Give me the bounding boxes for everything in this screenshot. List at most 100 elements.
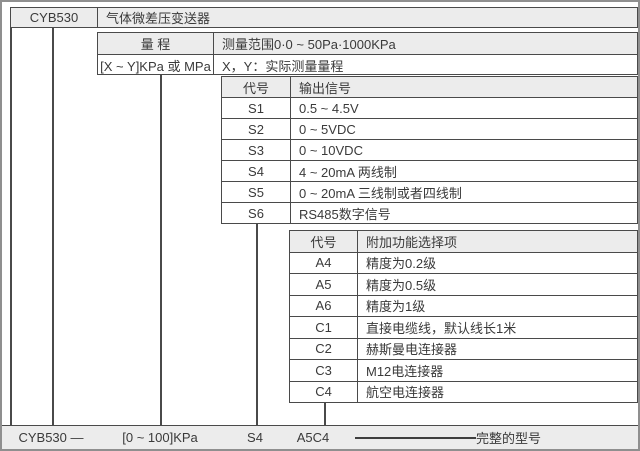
row-desc: M12电连接器: [366, 363, 444, 379]
desc-cell: M12电连接器: [358, 360, 637, 381]
model-header-row: CYB530 气体微差压变送器: [10, 7, 638, 28]
range-format-row: [X ~ Y]KPa 或 MPa X，Y：实际测量量程: [98, 55, 637, 75]
desc-cell: 4 ~ 20mA 两线制: [291, 161, 637, 181]
row-code: C3: [315, 362, 332, 378]
desc-cell: 精度为1级: [358, 296, 637, 317]
table-row: S1 0.5 ~ 4.5V: [222, 98, 637, 119]
code-cell: S2: [222, 119, 291, 139]
row-code: S1: [248, 100, 264, 116]
connector-line-model-left: [10, 28, 12, 425]
range-format-note-cell: X，Y：实际测量量程: [214, 55, 637, 75]
code-cell: S1: [222, 98, 291, 118]
table-row: S2 0 ~ 5VDC: [222, 119, 637, 140]
row-code: A5: [315, 276, 332, 292]
table-row: S5 0 ~ 20mA 三线制或者四线制: [222, 182, 637, 203]
row-desc: 航空电连接器: [366, 385, 445, 401]
table-row: A4 精度为0.2级: [290, 252, 637, 274]
code-cell: C3: [290, 360, 358, 381]
code-cell: A6: [290, 295, 358, 316]
range-label-cell: 量 程: [98, 33, 214, 54]
range-format-note: X，Y：实际测量量程: [222, 58, 344, 74]
row-desc: RS485数字信号: [299, 206, 391, 222]
product-name: 气体微差压变送器: [106, 11, 211, 26]
example-range: [0 ~ 100]KPa: [122, 430, 198, 445]
table-row: A6 精度为1级: [290, 295, 637, 317]
row-code: C2: [315, 341, 332, 357]
row-desc: 精度为0.5级: [366, 277, 437, 293]
range-label: 量 程: [140, 37, 171, 52]
row-desc: 直接电缆线，默认线长1米: [366, 320, 517, 336]
output-signal-header-row: 代号 输出信号: [222, 77, 637, 98]
row-code: C1: [315, 319, 332, 335]
row-desc: 精度为0.2级: [366, 256, 437, 272]
desc-cell: 航空电连接器: [358, 382, 637, 403]
code-cell: S6: [222, 203, 291, 223]
code-header-cell: 代号: [290, 231, 358, 252]
table-row: S6 RS485数字信号: [222, 203, 637, 223]
range-format: [X ~ Y]KPa 或 MPa: [100, 58, 211, 74]
range-spec: 测量范围0·0 ~ 50Pa·1000KPa: [222, 37, 396, 52]
desc-header-cell: 附加功能选择项: [358, 231, 637, 252]
code-header: 代号: [310, 234, 337, 250]
code-cell: A5: [290, 274, 358, 295]
row-code: A6: [315, 298, 332, 314]
desc-cell: 0 ~ 20mA 三线制或者四线制: [291, 182, 637, 202]
code-header: 代号: [242, 80, 269, 96]
code-cell: S4: [222, 161, 291, 181]
output-signal-table: 代号 输出信号 S1 0.5 ~ 4.5V S2 0 ~ 5VDC S3 0 ~…: [221, 76, 638, 224]
range-spec-cell: 测量范围0·0 ~ 50Pa·1000KPa: [214, 33, 637, 54]
connector-line-range: [160, 75, 162, 425]
example-label: 完整的型号: [476, 431, 542, 446]
example-model-row: CYB530 — [0 ~ 100]KPa S4 A5C4 完整的型号: [2, 425, 638, 449]
row-desc: 0.5 ~ 4.5V: [299, 100, 359, 116]
table-row: C2 赫斯曼电连接器: [290, 338, 637, 360]
row-code: S6: [248, 205, 264, 221]
code-cell: S5: [222, 182, 291, 202]
code-cell: S3: [222, 140, 291, 160]
desc-cell: 精度为0.2级: [358, 253, 637, 274]
desc-cell: 0 ~ 10VDC: [291, 140, 637, 160]
row-desc: 0 ~ 10VDC: [299, 142, 363, 158]
example-pointer-line: [355, 437, 476, 439]
desc-header-cell: 输出信号: [291, 77, 637, 97]
desc-cell: 直接电缆线，默认线长1米: [358, 317, 637, 338]
row-desc: 赫斯曼电连接器: [366, 342, 458, 358]
row-code: S2: [248, 121, 264, 137]
range-box: 量 程 测量范围0·0 ~ 50Pa·1000KPa [X ~ Y]KPa 或 …: [97, 32, 638, 75]
desc-cell: RS485数字信号: [291, 203, 637, 223]
example-model: CYB530 —: [18, 430, 84, 445]
desc-header: 附加功能选择项: [366, 234, 458, 250]
model-code: CYB530: [29, 10, 79, 25]
table-row: C1 直接电缆线，默认线长1米: [290, 317, 637, 339]
range-format-cell: [X ~ Y]KPa 或 MPa: [98, 55, 214, 75]
table-row: S4 4 ~ 20mA 两线制: [222, 161, 637, 182]
row-desc: 精度为1级: [366, 299, 426, 315]
addon-table: 代号 附加功能选择项 A4 精度为0.2级 A5 精度为0.5级 A6 精度为1…: [289, 230, 638, 403]
connector-line-addon: [324, 403, 326, 425]
example-addon: A5C4: [296, 430, 330, 445]
code-cell: C4: [290, 381, 358, 402]
row-code: C4: [315, 384, 332, 400]
row-code: S3: [248, 142, 264, 158]
code-cell: A4: [290, 252, 358, 273]
row-code: A4: [315, 255, 332, 271]
code-cell: C2: [290, 338, 358, 359]
desc-header: 输出信号: [299, 80, 352, 96]
row-desc: 4 ~ 20mA 两线制: [299, 164, 397, 180]
code-header-cell: 代号: [222, 77, 291, 97]
desc-cell: 0.5 ~ 4.5V: [291, 98, 637, 118]
row-desc: 0 ~ 5VDC: [299, 121, 356, 137]
table-row: S3 0 ~ 10VDC: [222, 140, 637, 161]
model-cell: CYB530: [11, 8, 98, 27]
desc-cell: 0 ~ 5VDC: [291, 119, 637, 139]
addon-header-row: 代号 附加功能选择项: [290, 231, 637, 253]
connector-line-signal: [256, 224, 258, 425]
desc-cell: 精度为0.5级: [358, 274, 637, 295]
table-row: C4 航空电连接器: [290, 381, 637, 403]
row-code: S4: [248, 163, 264, 179]
code-cell: C1: [290, 317, 358, 338]
connector-line-model: [52, 28, 54, 425]
product-name-cell: 气体微差压变送器: [98, 8, 637, 27]
range-header-row: 量 程 测量范围0·0 ~ 50Pa·1000KPa: [98, 33, 637, 55]
